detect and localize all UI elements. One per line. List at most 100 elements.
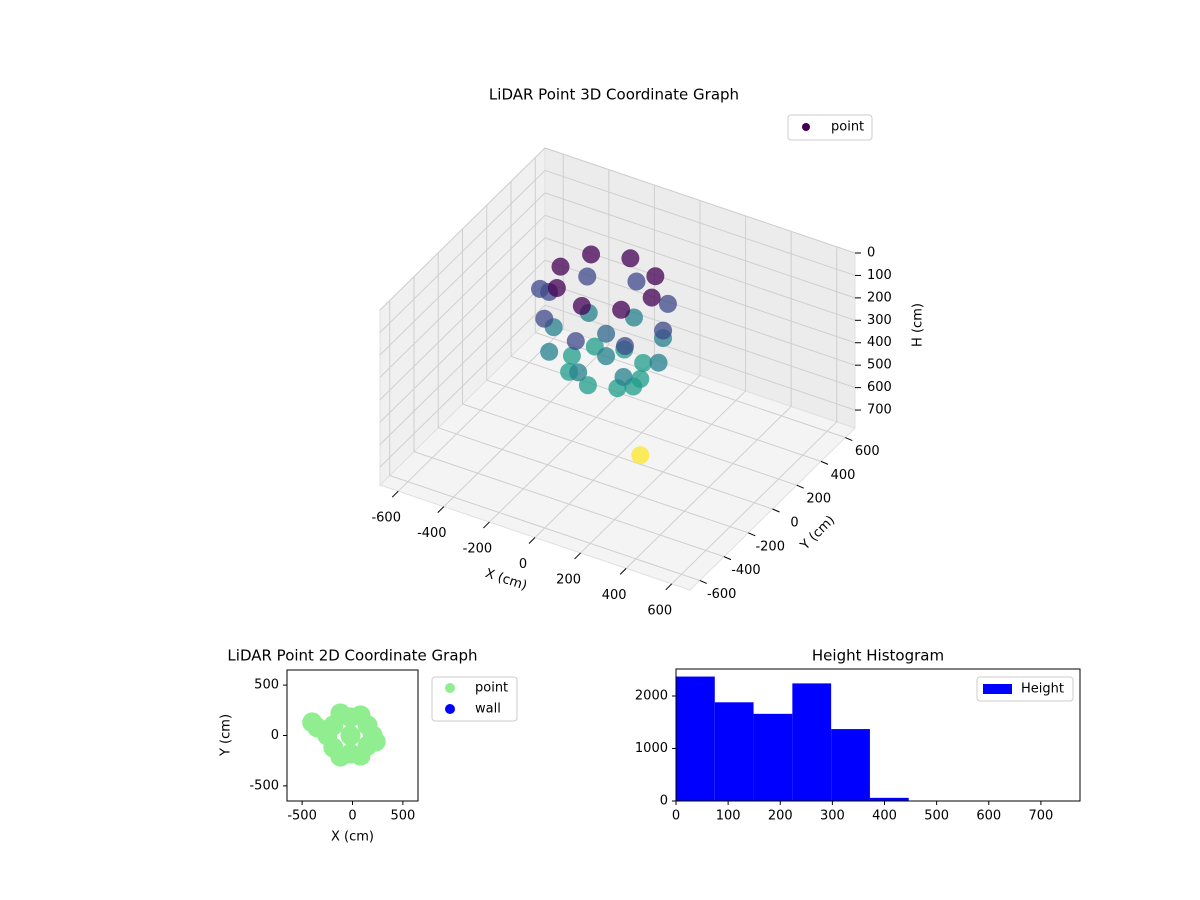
legend-box bbox=[431, 676, 518, 722]
point bbox=[627, 272, 646, 291]
point bbox=[654, 321, 673, 340]
legend-label: Height bbox=[1021, 682, 1064, 697]
x-tick-label: 0 bbox=[672, 809, 680, 824]
grid-line bbox=[379, 214, 546, 378]
grid-line bbox=[544, 259, 856, 366]
z-axis-label: H (cm) bbox=[911, 303, 926, 347]
z-tick-label: 500 bbox=[867, 358, 892, 373]
x-tick-label: -500 bbox=[287, 809, 317, 824]
point bbox=[642, 288, 661, 307]
z-tick-label: 300 bbox=[867, 313, 892, 328]
y-tick-label: 0 bbox=[271, 728, 279, 743]
tick-mark bbox=[665, 583, 673, 591]
bar bbox=[753, 713, 793, 801]
point bbox=[547, 279, 566, 298]
z-tick-label: 700 bbox=[867, 403, 892, 418]
point bbox=[551, 257, 570, 276]
bar bbox=[792, 683, 832, 801]
point bbox=[582, 245, 601, 264]
y-tick-label: 200 bbox=[806, 492, 831, 507]
point bbox=[569, 363, 588, 382]
point bbox=[597, 324, 616, 343]
y-tick-label: 0 bbox=[660, 794, 668, 809]
x-tick-label: -600 bbox=[371, 511, 401, 526]
tick-mark bbox=[796, 484, 804, 489]
point bbox=[634, 353, 653, 372]
y-tick-label: -200 bbox=[755, 539, 785, 554]
grid-line bbox=[544, 169, 856, 276]
chart-title: Height Histogram bbox=[812, 647, 944, 665]
x-tick-label: 200 bbox=[556, 572, 581, 587]
legend-label: wall bbox=[475, 702, 501, 717]
legend-box bbox=[976, 676, 1074, 702]
tick-mark bbox=[723, 556, 732, 561]
point bbox=[330, 746, 351, 767]
z-tick-label: 0 bbox=[867, 246, 875, 261]
y-tick-label: -600 bbox=[707, 587, 737, 602]
point bbox=[562, 346, 581, 365]
plot-frame bbox=[675, 668, 1081, 802]
legend-box bbox=[787, 114, 873, 141]
legend-marker bbox=[802, 123, 810, 131]
point bbox=[621, 249, 640, 268]
z-tick-label: 200 bbox=[867, 290, 892, 305]
x-tick-label: 200 bbox=[768, 809, 793, 824]
legend-label: point bbox=[475, 681, 508, 696]
tick-mark bbox=[619, 568, 627, 575]
y-tick-label: 2000 bbox=[635, 688, 668, 703]
point bbox=[572, 296, 591, 315]
x-tick-label: 100 bbox=[716, 809, 741, 824]
point bbox=[658, 294, 677, 313]
x-tick-label: 300 bbox=[820, 809, 845, 824]
point bbox=[578, 376, 597, 395]
z-tick-label: 100 bbox=[867, 268, 892, 283]
point bbox=[540, 342, 559, 361]
point bbox=[307, 717, 328, 738]
grid-line bbox=[544, 192, 856, 299]
y-tick-label: -400 bbox=[731, 563, 761, 578]
x-tick-label: 600 bbox=[976, 809, 1001, 824]
x-tick-label: 600 bbox=[647, 603, 672, 618]
grid-line bbox=[413, 451, 725, 558]
x-tick-label: 0 bbox=[348, 809, 356, 824]
x-tick-label: -200 bbox=[463, 542, 493, 557]
tick-mark bbox=[391, 490, 399, 498]
tick-mark bbox=[437, 506, 445, 513]
x-tick-label: 400 bbox=[872, 809, 897, 824]
bar bbox=[831, 729, 870, 801]
grid-line bbox=[544, 282, 856, 389]
legend-marker bbox=[445, 704, 455, 714]
tick-mark bbox=[748, 532, 756, 537]
x-tick-label: 500 bbox=[924, 809, 949, 824]
point bbox=[614, 367, 633, 386]
x-tick-label: 0 bbox=[519, 557, 527, 572]
grid-line bbox=[438, 427, 749, 534]
legend-label: point bbox=[831, 120, 864, 135]
tick-mark bbox=[699, 580, 707, 584]
point bbox=[597, 347, 616, 366]
grid-line bbox=[544, 304, 856, 411]
grid-line bbox=[544, 147, 856, 254]
legend-marker bbox=[983, 684, 1012, 694]
y-tick-label: -500 bbox=[249, 778, 279, 793]
grid-line bbox=[486, 379, 797, 486]
point bbox=[330, 703, 351, 724]
point bbox=[646, 267, 665, 286]
y-tick-label: 0 bbox=[790, 516, 798, 531]
x-axis-label: X (cm) bbox=[331, 830, 374, 845]
grid-line bbox=[544, 214, 856, 321]
legend-marker bbox=[445, 683, 455, 693]
grid-line bbox=[379, 259, 546, 423]
grid-line bbox=[389, 474, 700, 581]
point bbox=[631, 369, 650, 388]
x-tick-label: 700 bbox=[1028, 809, 1053, 824]
tick-mark bbox=[772, 508, 780, 513]
point bbox=[350, 745, 371, 766]
point bbox=[578, 267, 597, 286]
chart-title: LiDAR Point 2D Coordinate Graph bbox=[227, 647, 477, 665]
chart-title: LiDAR Point 3D Coordinate Graph bbox=[489, 86, 739, 104]
tick-mark bbox=[528, 537, 536, 544]
bar bbox=[714, 702, 754, 801]
